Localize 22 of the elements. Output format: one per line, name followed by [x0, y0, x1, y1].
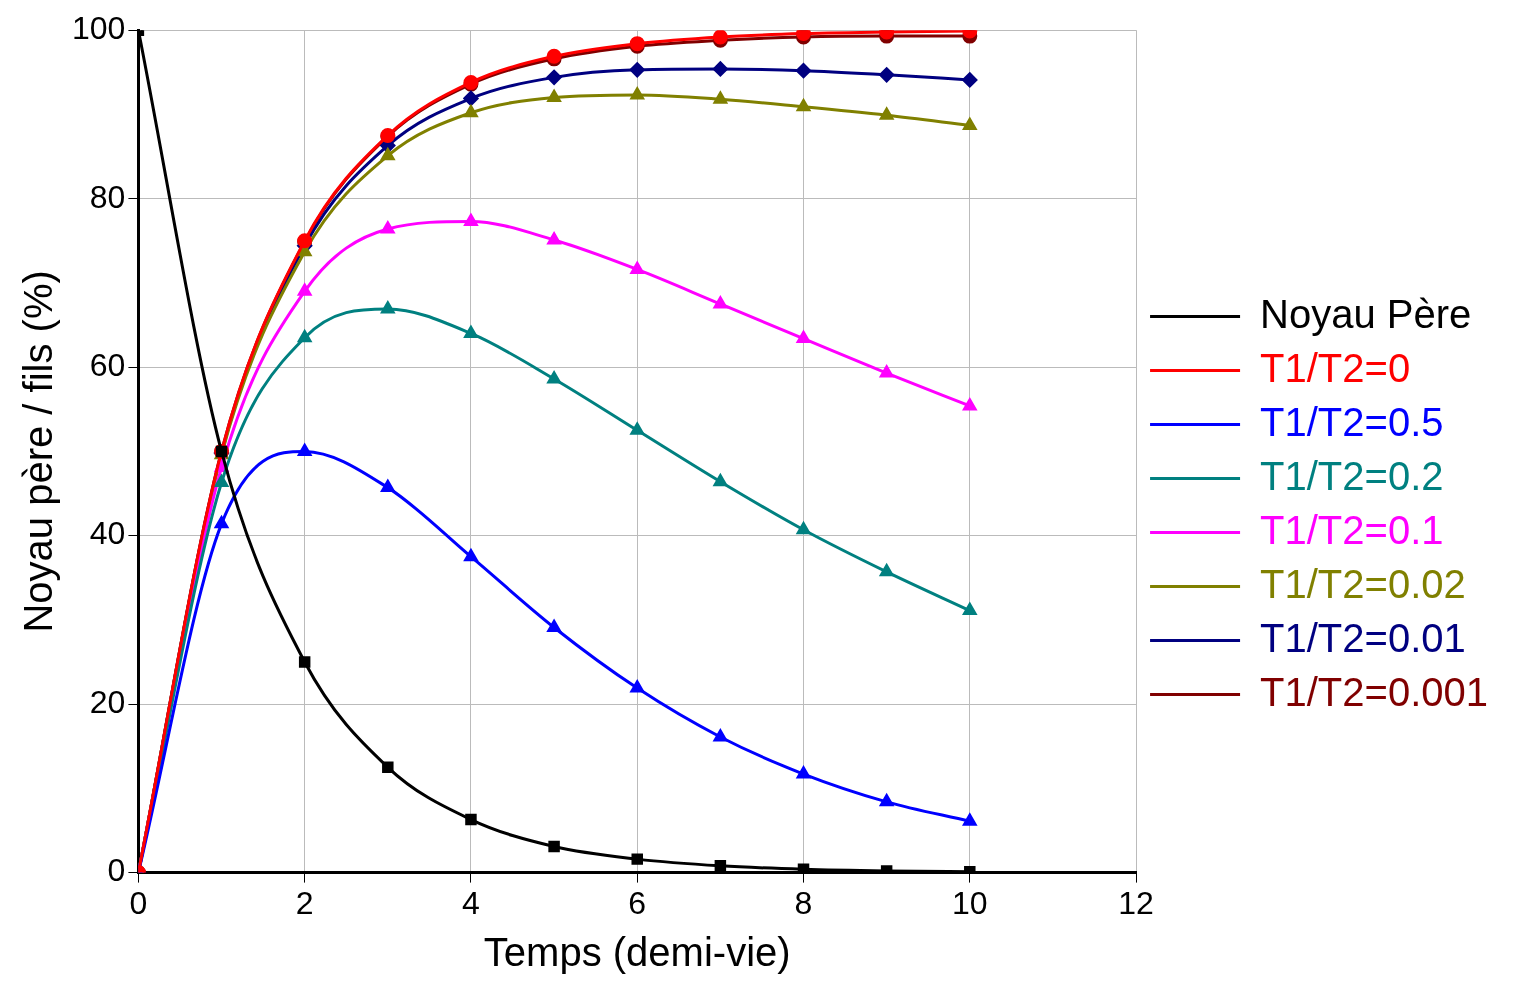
legend-label: T1/T2=0.2: [1260, 453, 1444, 498]
legend-label: T1/T2=0.02: [1260, 561, 1466, 606]
y-tick-label: 100: [72, 10, 126, 47]
legend-label: T1/T2=0.01: [1260, 615, 1466, 660]
legend-label: Noyau Père: [1260, 291, 1472, 336]
y-axis-title: Noyau père / fils (%): [16, 270, 61, 633]
legend-label: T1/T2=0: [1260, 345, 1411, 390]
y-tick-label: 0: [107, 852, 126, 889]
x-tick-label: 10: [951, 884, 988, 921]
y-tick-label: 80: [89, 178, 126, 215]
legend-label: T1/T2=0.1: [1260, 507, 1444, 552]
x-axis-title: Temps (demi-vie): [483, 930, 791, 975]
y-tick-label: 40: [89, 515, 126, 552]
legend-label: T1/T2=0.5: [1260, 399, 1444, 444]
legend-label: T1/T2=0.001: [1260, 669, 1489, 714]
x-tick-label: 8: [794, 884, 813, 921]
x-tick-label: 12: [1118, 884, 1154, 921]
y-tick-label: 20: [89, 683, 126, 720]
y-tick-label: 60: [89, 346, 126, 383]
x-tick-label: 6: [628, 884, 647, 921]
x-tick-label: 4: [462, 884, 480, 921]
x-tick-label: 2: [295, 884, 314, 921]
